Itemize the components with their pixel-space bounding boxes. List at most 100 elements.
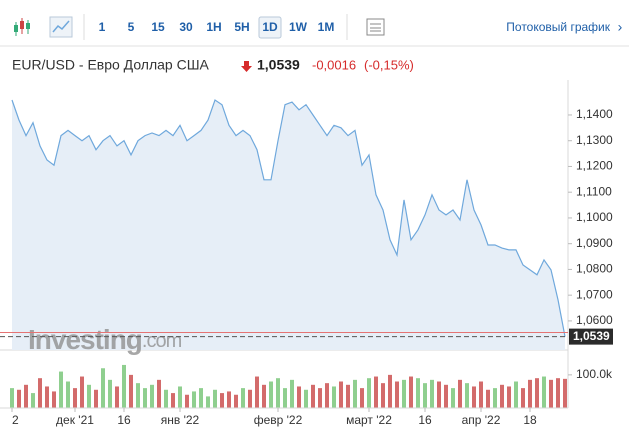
volume-bar <box>87 384 91 408</box>
volume-bar <box>444 384 448 408</box>
interval-button[interactable]: 1 <box>99 20 106 34</box>
volume-bar <box>276 378 280 408</box>
volume-bar <box>353 379 357 408</box>
volume-bar <box>248 389 252 408</box>
volume-bar <box>10 388 14 408</box>
interval-button[interactable]: 15 <box>151 20 165 34</box>
volume-bar <box>80 376 84 408</box>
interval-button[interactable]: 1H <box>206 20 221 34</box>
price: 1,0539 <box>257 57 300 73</box>
y-tick-label: 1,0800 <box>576 262 613 276</box>
volume-bar <box>500 384 504 408</box>
x-tick-label: 2 <box>12 413 19 427</box>
volume-tick-label: 100.0k <box>576 367 613 381</box>
volume-bar <box>346 384 350 408</box>
volume-bar <box>227 391 231 408</box>
volume-bar <box>241 388 245 408</box>
volume-bar <box>213 389 217 408</box>
x-tick-label: февр '22 <box>254 413 303 427</box>
y-tick-label: 1,1100 <box>576 184 612 198</box>
volume-bar <box>381 383 385 408</box>
arrow-icon[interactable]: › <box>618 19 623 35</box>
volume-bar <box>185 394 189 408</box>
volume-bar <box>150 384 154 408</box>
volume-bar <box>409 376 413 408</box>
y-tick-label: 1,0700 <box>576 287 613 301</box>
interval-button[interactable]: 5H <box>234 20 249 34</box>
volume-bar <box>136 383 140 408</box>
active-interval-box <box>258 16 282 39</box>
volume-bar <box>374 376 378 408</box>
x-tick-label: 16 <box>418 413 432 427</box>
volume-bar <box>164 389 168 408</box>
streaming-link[interactable]: Потоковый график <box>506 20 610 34</box>
volume-bar <box>318 388 322 408</box>
volume-bar <box>297 386 301 408</box>
volume-bar <box>325 383 329 408</box>
volume-bar <box>549 379 553 408</box>
volume-bar <box>367 378 371 408</box>
volume-bar <box>556 378 560 408</box>
volume-bar <box>479 381 483 408</box>
y-tick-label: 1,1300 <box>576 133 613 147</box>
toolbar: Потоковый график › <box>14 14 623 40</box>
volume-bar <box>129 374 133 408</box>
volume-bar <box>507 386 511 408</box>
volume-bar <box>388 374 392 408</box>
interval-button[interactable]: 1W <box>289 20 308 34</box>
volume-bar <box>472 386 476 408</box>
volume-bar <box>178 386 182 408</box>
volume-bar <box>157 379 161 408</box>
volume-bar <box>52 391 56 408</box>
interval-button[interactable]: 30 <box>179 20 193 34</box>
interval-button[interactable]: 1M <box>318 20 335 34</box>
volume-bar <box>521 388 525 408</box>
layout-icon[interactable] <box>366 18 385 36</box>
volume-bar <box>416 378 420 408</box>
volume-bar <box>514 381 518 408</box>
y-tick-label: 1,1000 <box>576 210 613 224</box>
volume-bar <box>486 389 490 408</box>
price-line <box>11 99 566 337</box>
interval-button[interactable]: 1D <box>262 20 278 34</box>
volume-bar <box>143 388 147 408</box>
price-change-percent: (-0,15%) <box>364 57 414 72</box>
volume-bar <box>493 388 497 408</box>
candle-icon[interactable] <box>14 18 30 36</box>
volume-bar <box>458 379 462 408</box>
instrument-name: EUR/USD - Евро Доллар США <box>12 57 210 73</box>
volume-bar <box>206 396 210 408</box>
x-tick-label: 16 <box>117 413 131 427</box>
y-tick-label: 1,0900 <box>576 236 613 250</box>
volume-bar <box>528 379 532 408</box>
volume-bar <box>304 389 308 408</box>
volume-bar <box>73 388 77 408</box>
volume-bar <box>402 379 406 408</box>
watermark: Investing.com <box>28 324 182 355</box>
volume-bar <box>283 388 287 408</box>
volume-bar <box>535 378 539 408</box>
line-icon[interactable] <box>49 16 73 38</box>
x-tick-label: янв '22 <box>161 413 200 427</box>
interval-button[interactable]: 5 <box>128 20 135 34</box>
x-tick-label: дек '21 <box>56 413 94 427</box>
volume-bar <box>262 384 266 408</box>
volume-bar <box>269 381 273 408</box>
volume-bar <box>465 383 469 408</box>
volume-bar <box>332 386 336 408</box>
last-price-box <box>569 328 613 345</box>
volume-bar <box>122 364 126 408</box>
volume-bar <box>171 393 175 408</box>
y-tick-label: 1,0600 <box>576 313 613 327</box>
volume-bar <box>101 368 105 408</box>
volume-bar <box>108 379 112 408</box>
volume-bar <box>59 371 63 408</box>
price-change: -0,0016 <box>312 57 356 72</box>
volume-bar <box>423 383 427 408</box>
volume-bar <box>451 388 455 408</box>
volume-bar <box>115 386 119 408</box>
x-tick-label: март '22 <box>346 413 392 427</box>
y-tick-label: 1,1400 <box>576 107 613 121</box>
volume-bar <box>220 393 224 408</box>
